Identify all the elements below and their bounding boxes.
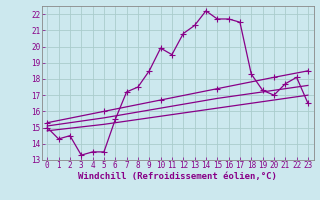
X-axis label: Windchill (Refroidissement éolien,°C): Windchill (Refroidissement éolien,°C): [78, 172, 277, 181]
